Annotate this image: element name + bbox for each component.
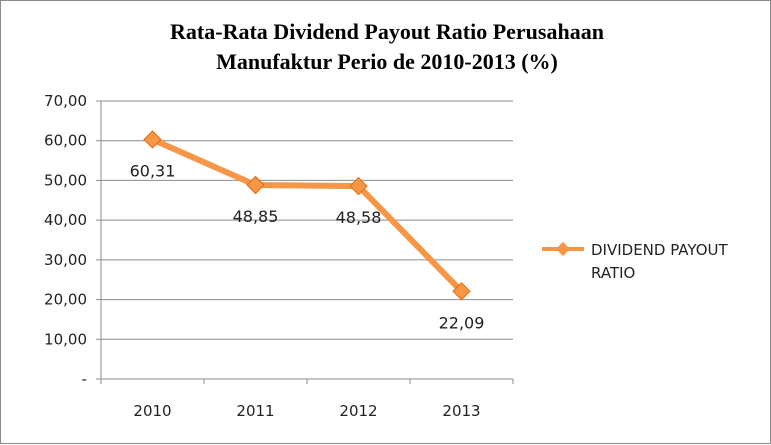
chart-title: Rata-Rata Dividend Payout Ratio Perusaha… (170, 19, 604, 74)
y-axis: - 10,00 20,00 30,00 40,00 50,00 60,00 70,00 (44, 92, 102, 388)
data-point-marker (349, 176, 368, 196)
y-tick-label: - (82, 370, 87, 388)
x-axis: 2010 2011 2012 2013 (100, 378, 514, 420)
data-point-marker (452, 282, 471, 301)
gridlines (101, 100, 513, 340)
series-dividend-payout-ratio (143, 130, 471, 301)
data-label: 48,85 (233, 207, 279, 226)
y-tick-label: 50,00 (44, 171, 87, 189)
data-labels: 60,31 48,85 48,58 22,09 (130, 161, 485, 332)
chart-title-line-2: Manufaktur Perio de 2010-2013 (%) (216, 49, 558, 74)
legend-label-line-2: RATIO (591, 264, 635, 282)
data-label: 60,31 (130, 161, 176, 180)
data-label: 48,58 (336, 208, 382, 227)
series-line (149, 136, 465, 295)
x-tick-label: 2010 (133, 402, 171, 420)
data-label: 22,09 (439, 313, 485, 332)
data-point-marker (246, 175, 265, 195)
legend: DIVIDEND PAYOUT RATIO (542, 241, 729, 282)
x-tick-label: 2011 (236, 402, 274, 420)
x-tick-label: 2012 (339, 402, 377, 420)
legend-label-line-1: DIVIDEND PAYOUT (591, 241, 729, 259)
x-tick-label: 2013 (442, 402, 480, 420)
y-tick-label: 10,00 (44, 330, 87, 348)
y-tick-label: 70,00 (44, 92, 87, 110)
legend-diamond-marker (555, 241, 571, 257)
chart-title-line-1: Rata-Rata Dividend Payout Ratio Perusaha… (170, 19, 604, 44)
y-tick-label: 60,00 (44, 132, 87, 150)
data-point-marker (143, 130, 162, 149)
y-tick-label: 30,00 (44, 251, 87, 269)
y-tick-label: 20,00 (44, 291, 87, 309)
y-tick-label: 40,00 (44, 211, 87, 229)
